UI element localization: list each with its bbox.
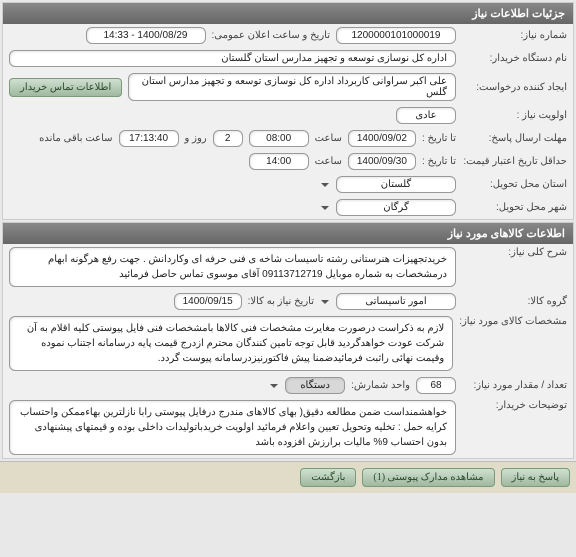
label-goods-specs: مشخصات کالای مورد نیاز: — [459, 316, 567, 327]
label-key-desc: شرح کلی نیاز: — [462, 247, 567, 258]
dropdown-icon[interactable] — [320, 179, 330, 191]
label-deadline: مهلت ارسال پاسخ: — [462, 133, 567, 144]
label-buyer-name: نام دستگاه خریدار: — [462, 53, 567, 64]
value-buyer-notes: خواهشمنداست ضمن مطالعه دقیق( بهای کالاها… — [9, 400, 456, 455]
dropdown-icon-4[interactable] — [269, 380, 279, 392]
reply-button[interactable]: پاسخ به نیاز — [501, 468, 571, 487]
row-buyer: نام دستگاه خریدار: اداره کل نوسازی توسعه… — [3, 47, 573, 70]
value-days-left: 2 — [213, 130, 243, 147]
row-goods-specs: مشخصات کالای مورد نیاز: لازم به ذکراست د… — [3, 313, 573, 374]
label-goods-group: گروه کالا: — [462, 296, 567, 307]
value-requester: علی اکبر سراوانی کاربرداد اداره کل نوساز… — [128, 73, 456, 101]
row-deadline: مهلت ارسال پاسخ: تا تاریخ : 1400/09/02 س… — [3, 127, 573, 150]
value-need-goods-date: 1400/09/15 — [174, 293, 242, 310]
value-price-time: 14:00 — [249, 153, 309, 170]
label-requester: ایجاد کننده درخواست: — [462, 82, 567, 93]
value-goods-specs: لازم به ذکراست درصورت مغایرت مشخصات فنی … — [9, 316, 453, 371]
value-goods-group: امور تاسیساتی — [336, 293, 456, 310]
label-priority: اولویت نیاز : — [462, 110, 567, 121]
row-province: استان محل تحویل: گلستان — [3, 173, 573, 196]
need-details-panel: جزئیات اطلاعات نیاز شماره نیاز: 12000001… — [2, 2, 574, 220]
row-city: شهر محل تحویل: گرگان — [3, 196, 573, 219]
row-goods-group: گروه کالا: امور تاسیساتی تاریخ نیاز به ک… — [3, 290, 573, 313]
label-days-and: روز و — [185, 133, 207, 144]
row-key-desc: شرح کلی نیاز: خریدتجهیزات هنرستانی رشته … — [3, 244, 573, 290]
value-qty: 68 — [416, 377, 456, 394]
value-time-left: 17:13:40 — [119, 130, 179, 147]
value-priority: عادی — [396, 107, 456, 124]
row-price-validity: حداقل تاریخ اعتبار قیمت: تا تاریخ : 1400… — [3, 150, 573, 173]
label-qty: تعداد / مقدار مورد نیاز: — [462, 380, 567, 391]
goods-panel: اطلاعات کالاهای مورد نیاز شرح کلی نیاز: … — [2, 222, 574, 459]
value-deadline-time: 08:00 — [249, 130, 309, 147]
label-need-no: شماره نیاز: — [462, 30, 567, 41]
label-hours-left: ساعت باقی مانده — [39, 133, 112, 144]
dropdown-icon-3[interactable] — [320, 296, 330, 308]
value-deadline-date: 1400/09/02 — [348, 130, 416, 147]
label-to-date-2: تا تاریخ : — [422, 156, 456, 167]
value-city: گرگان — [336, 199, 456, 216]
dropdown-icon-2[interactable] — [320, 202, 330, 214]
label-province: استان محل تحویل: — [462, 179, 567, 190]
value-province: گلستان — [336, 176, 456, 193]
label-price-validity: حداقل تاریخ اعتبار قیمت: — [462, 156, 567, 167]
contact-buyer-button[interactable]: اطلاعات تماس خریدار — [9, 78, 122, 97]
label-buyer-notes: توضیحات خریدار: — [462, 400, 567, 411]
value-unit: دستگاه — [285, 377, 345, 394]
value-buyer-name: اداره کل نوسازی توسعه و تجهیز مدارس استا… — [9, 50, 456, 67]
label-to-date-1: تا تاریخ : — [422, 133, 456, 144]
value-price-date: 1400/09/30 — [348, 153, 416, 170]
row-priority: اولویت نیاز : عادی — [3, 104, 573, 127]
value-announce-datetime: 1400/08/29 - 14:33 — [86, 27, 206, 44]
attachments-button[interactable]: مشاهده مدارک پیوستی (1) — [362, 468, 494, 487]
row-qty: تعداد / مقدار مورد نیاز: 68 واحد شمارش: … — [3, 374, 573, 397]
bottom-bar: پاسخ به نیاز مشاهده مدارک پیوستی (1) باز… — [0, 461, 576, 493]
row-need-no: شماره نیاز: 1200000101000019 تاریخ و ساع… — [3, 24, 573, 47]
need-details-header: جزئیات اطلاعات نیاز — [3, 3, 573, 24]
row-requester: ایجاد کننده درخواست: علی اکبر سراوانی کا… — [3, 70, 573, 104]
goods-header: اطلاعات کالاهای مورد نیاز — [3, 223, 573, 244]
label-hour-1: ساعت — [315, 133, 342, 144]
value-need-no: 1200000101000019 — [336, 27, 456, 44]
row-buyer-notes: توضیحات خریدار: خواهشمنداست ضمن مطالعه د… — [3, 397, 573, 458]
label-announce-datetime: تاریخ و ساعت اعلان عمومی: — [212, 30, 331, 41]
label-unit: واحد شمارش: — [351, 380, 410, 391]
label-hour-2: ساعت — [315, 156, 342, 167]
label-city: شهر محل تحویل: — [462, 202, 567, 213]
label-need-goods-date: تاریخ نیاز به کالا: — [248, 296, 314, 307]
value-key-desc: خریدتجهیزات هنرستانی رشته تاسیسات شاخه ی… — [9, 247, 456, 287]
back-button[interactable]: بازگشت — [300, 468, 356, 487]
